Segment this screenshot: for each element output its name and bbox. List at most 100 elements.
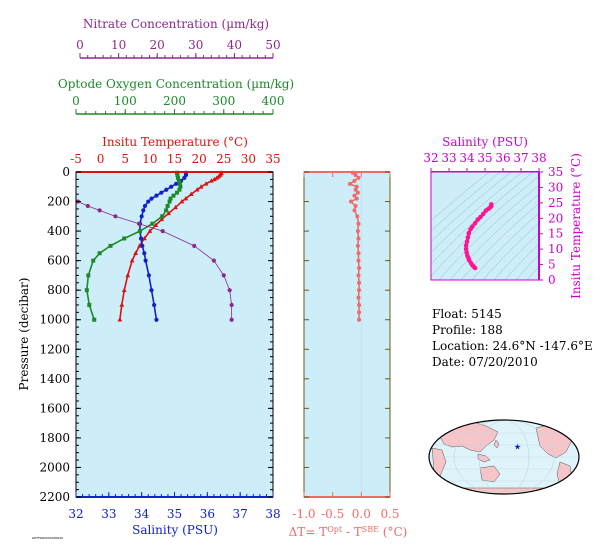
- oxygen-point: [175, 172, 180, 177]
- nitrate-point: [85, 203, 90, 209]
- pressure-tick-label: 1000: [39, 313, 70, 327]
- pressure-tick-label: 2200: [39, 490, 70, 504]
- salinity-ticks: 32 33 34 35 36 37 38: [68, 492, 281, 521]
- delta-t-point: [356, 295, 361, 300]
- nitrate-tick-label: 30: [188, 38, 203, 52]
- oxygen-point: [150, 221, 155, 226]
- star-icon: [514, 443, 521, 450]
- ts-temperature-tick-label: 35: [548, 165, 563, 179]
- ts-isoline: [438, 184, 539, 280]
- delta-t-point: [352, 208, 357, 213]
- oxygen-ticks: 0 100 200 300 400: [72, 94, 284, 114]
- oxygen-point: [165, 203, 170, 208]
- ts-point: [463, 246, 469, 252]
- temperature-point: [129, 258, 135, 263]
- oxygen-tick-label: 300: [212, 94, 235, 108]
- ts-isoline: [449, 193, 539, 280]
- delta-t-tick-label: 0.0: [352, 507, 371, 521]
- nitrate-point: [227, 288, 232, 293]
- oxygen-point: [175, 175, 180, 180]
- nitrate-point: [136, 221, 142, 226]
- ts-salinity-tick-label: 32: [423, 151, 438, 165]
- ts-point: [466, 230, 472, 236]
- pressure-tick-label: 0: [62, 165, 70, 179]
- temperature-point: [147, 228, 153, 233]
- salinity-point: [154, 193, 159, 198]
- ts-point: [464, 239, 470, 245]
- map-landmass: [477, 453, 491, 463]
- ts-salinity-ticks: 32 33 34 35 36 37 38: [423, 151, 547, 173]
- salinity-point: [143, 258, 148, 263]
- salinity-point: [146, 199, 151, 204]
- ts-temperature-tick-label: 15: [548, 227, 563, 241]
- ts-content: [431, 172, 539, 280]
- temperature-tick-label: 5: [121, 152, 129, 166]
- nitrate-point: [192, 243, 197, 248]
- salinity-point: [138, 236, 144, 241]
- salinity-tick-label: 36: [200, 507, 215, 521]
- oxygen-point: [167, 199, 172, 204]
- map-outline: [428, 419, 580, 495]
- nitrate-axis: Nitrate Concentration (µm/kg) 0 10 20 30 40 5…: [76, 17, 281, 59]
- delta-t-tick-label: 0.5: [380, 507, 399, 521]
- temperature-axis-label: Insitu Temperature (°C): [102, 135, 248, 149]
- delta-t-point: [353, 203, 358, 208]
- temperature-point: [153, 222, 159, 227]
- temperature-point: [183, 195, 189, 201]
- ts-temperature-tick-label: 25: [548, 196, 563, 210]
- pressure-tick-label: 1800: [39, 431, 70, 445]
- salinity-point: [169, 184, 174, 189]
- salinity-point: [152, 302, 157, 308]
- salinity-point: [142, 251, 147, 256]
- temperature-point: [159, 216, 165, 222]
- delta-t-point: [356, 251, 361, 256]
- location: Location: 24.6°N -147.6°E: [432, 339, 593, 353]
- salinity-tick-label: 32: [68, 507, 83, 521]
- temperature-point: [166, 210, 171, 216]
- delta-t-point: [355, 190, 360, 195]
- ts-point: [472, 220, 478, 226]
- salinity-tick-label: 33: [101, 507, 116, 521]
- delta-t-point: [357, 317, 362, 322]
- delta-t-point: [356, 175, 361, 180]
- ts-isoline: [431, 172, 534, 265]
- ts-isoline: [431, 172, 523, 254]
- nitrate-tick-label: 10: [111, 38, 126, 52]
- salinity-point: [164, 187, 169, 192]
- oxygen-tick-label: 0: [72, 94, 80, 108]
- float-id: Float: 5145: [432, 307, 502, 321]
- ts-salinity-tick-label: 33: [441, 151, 456, 165]
- ts-temperature-tick-label: 5: [548, 258, 556, 272]
- temperature-tick-label: 10: [142, 152, 157, 166]
- delta-t-point: [352, 178, 357, 183]
- oxygen-point: [174, 190, 179, 195]
- delta-t-point: [347, 181, 352, 186]
- map-landmass: [439, 487, 571, 494]
- oxygen-axis-label: Optode Oxygen Concentration (µm/kg): [58, 77, 294, 91]
- temperature-point: [119, 302, 125, 307]
- temperature-tick-label: 25: [216, 152, 231, 166]
- oxygen-point: [177, 187, 182, 192]
- temperature-point: [211, 176, 217, 182]
- salinity-point: [141, 208, 146, 213]
- pressure-tick-label: 800: [47, 283, 70, 297]
- ts-salinity-tick-label: 34: [459, 151, 475, 165]
- nitrate-point: [211, 258, 216, 263]
- oxygen-point: [84, 288, 89, 293]
- temperature-point: [121, 287, 127, 292]
- ts-isoline: [493, 232, 539, 280]
- salinity-tick-label: 37: [233, 507, 248, 521]
- delta-t-point: [356, 258, 361, 263]
- delta-t-axis-label: ΔT= TOpt - TSBE (°C): [289, 525, 408, 540]
- delta-t-point: [357, 280, 362, 285]
- ts-point: [470, 224, 475, 229]
- temperature-point: [198, 184, 204, 189]
- temperature-tick-label: 0: [97, 152, 105, 166]
- ts-salinity-tick-label: 36: [495, 151, 510, 165]
- nitrate-tick-label: 40: [227, 38, 242, 52]
- delta-t-content: [347, 170, 362, 497]
- temperature-point: [203, 181, 209, 186]
- oxygen-tick-label: 400: [262, 94, 285, 108]
- pressure-tick-label: 2000: [39, 460, 70, 474]
- delta-t-tick-label: -0.5: [321, 507, 344, 521]
